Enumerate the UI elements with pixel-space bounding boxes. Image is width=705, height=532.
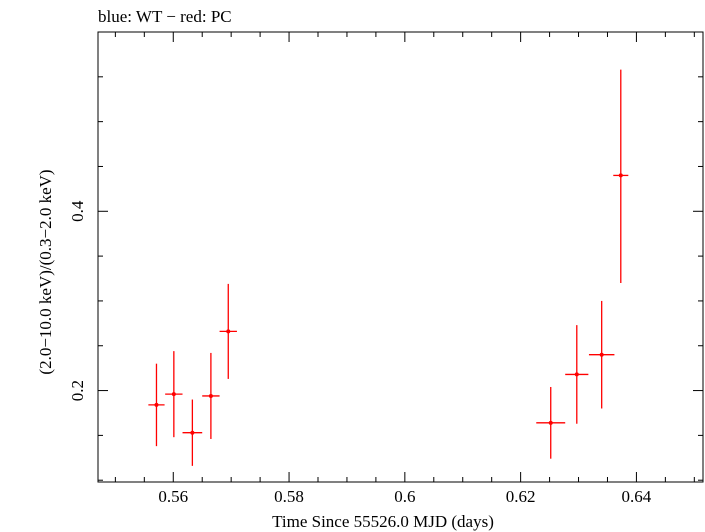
data-point xyxy=(182,399,203,466)
x-axis-label: Time Since 55526.0 MJD (days) xyxy=(272,512,494,531)
data-point xyxy=(588,300,615,409)
data-point xyxy=(165,351,183,438)
point-marker xyxy=(574,372,579,377)
plot-frame xyxy=(97,31,704,483)
data-points xyxy=(148,69,629,466)
point-marker xyxy=(171,392,176,397)
point-marker xyxy=(154,402,159,407)
y-axis-label: (2.0−10.0 keV)/(0.3−2.0 keV) xyxy=(36,169,55,374)
point-marker xyxy=(548,420,553,425)
point-marker xyxy=(226,329,231,334)
plot-axes: 0.56 0.58 0.6 0.62 0.64 0.2 0.4 xyxy=(68,31,704,506)
point-marker xyxy=(618,173,623,178)
x-tick-label: 0.64 xyxy=(622,487,652,506)
point-marker xyxy=(208,393,213,398)
data-point xyxy=(202,352,220,439)
data-point xyxy=(148,363,165,447)
x-tick-label: 0.56 xyxy=(158,487,188,506)
data-point xyxy=(613,69,629,283)
x-tick-label: 0.6 xyxy=(394,487,415,506)
point-marker xyxy=(190,430,195,435)
data-point xyxy=(536,386,566,459)
point-marker xyxy=(599,352,604,357)
y-tick-label: 0.2 xyxy=(68,380,87,401)
y-tick-label: 0.4 xyxy=(68,200,87,222)
data-point xyxy=(565,325,589,424)
x-tick-label: 0.62 xyxy=(506,487,536,506)
x-tick-label: 0.58 xyxy=(274,487,304,506)
chart-title: blue: WT − red: PC xyxy=(98,7,232,26)
data-point xyxy=(219,283,237,379)
